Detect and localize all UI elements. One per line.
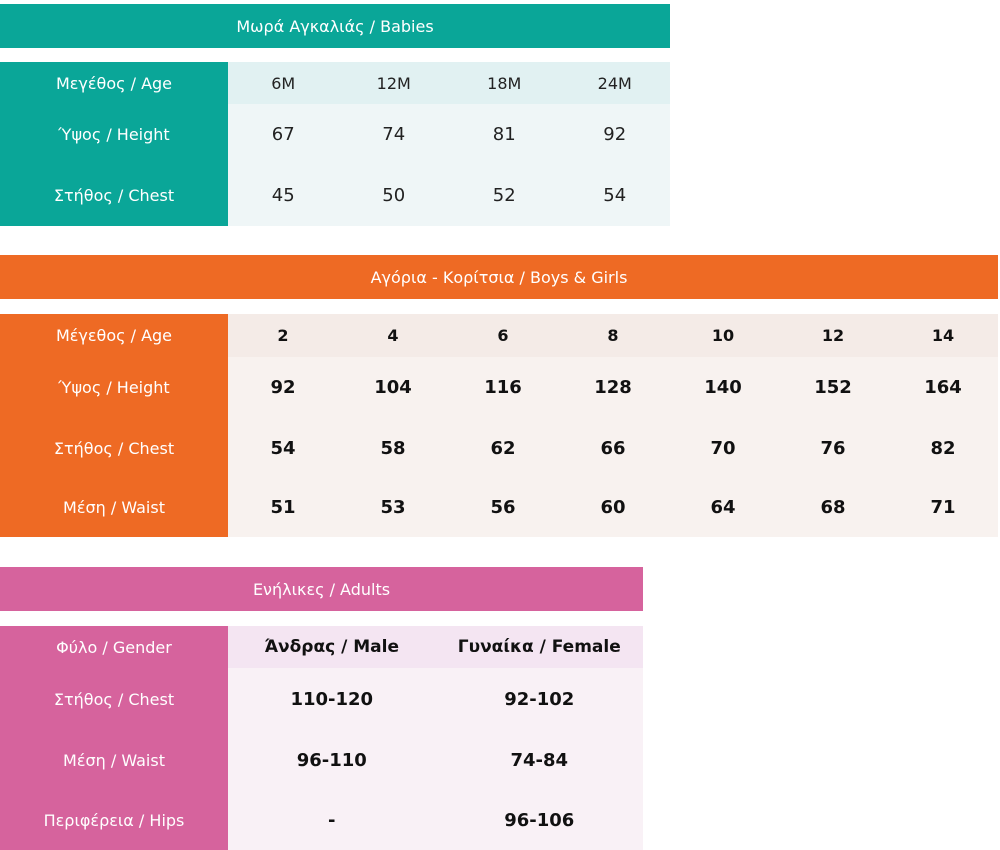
table-cell: 53	[338, 478, 448, 537]
table-cell: 67	[228, 104, 339, 165]
table-row: Μέση / Waist 96-110 74-84	[0, 730, 643, 790]
column-header: 10	[668, 314, 778, 357]
table-cell: 164	[888, 357, 998, 418]
table-cell: 52	[449, 165, 560, 226]
table-cell: 92-102	[435, 668, 643, 730]
adults-title-bar: Ενήλικες / Adults	[0, 567, 643, 611]
row-label: Στήθος / Chest	[0, 668, 228, 730]
kids-size-table: Μέγεθος / Age 2 4 6 8 10 12 14 Ύψος / Height 92 10…	[0, 314, 998, 537]
adults-title: Ενήλικες / Adults	[252, 579, 391, 599]
table-cell: -	[228, 790, 436, 850]
column-header: 4	[338, 314, 448, 357]
babies-title-bar: Μωρά Αγκαλιάς / Babies	[0, 4, 670, 48]
adults-size-table: Φύλο / Gender Άνδρας / Male Γυναίκα / Fema…	[0, 626, 643, 850]
table-cell: 116	[448, 357, 558, 418]
table-row: Στήθος / Chest 54 58 62 66 70 76 82	[0, 418, 998, 478]
table-cell: 140	[668, 357, 778, 418]
table-cell: 152	[778, 357, 888, 418]
row-label: Ύψος / Height	[0, 357, 228, 418]
table-cell: 68	[778, 478, 888, 537]
table-cell: 76	[778, 418, 888, 478]
table-cell: 58	[338, 418, 448, 478]
table-cell: 74	[338, 104, 449, 165]
row-label: Περιφέρεια / Hips	[0, 790, 228, 850]
row-label: Μεγέθος / Age	[0, 62, 228, 104]
column-header: 24M	[559, 62, 670, 104]
table-cell: 96-110	[228, 730, 436, 790]
column-header: 14	[888, 314, 998, 357]
table-cell: 110-120	[228, 668, 436, 730]
row-label: Στήθος / Chest	[0, 418, 228, 478]
column-header: 12M	[338, 62, 449, 104]
column-header: 6	[448, 314, 558, 357]
kids-title-bar: Αγόρια - Κορίτσια / Boys & Girls	[0, 255, 998, 299]
table-row: Μέση / Waist 51 53 56 60 64 68 71	[0, 478, 998, 537]
table-cell: 64	[668, 478, 778, 537]
row-label: Στήθος / Chest	[0, 165, 228, 226]
table-cell: 54	[559, 165, 670, 226]
table-row: Στήθος / Chest 110-120 92-102	[0, 668, 643, 730]
table-cell: 104	[338, 357, 448, 418]
table-cell: 70	[668, 418, 778, 478]
table-row: Ύψος / Height 92 104 116 128 140 152 164	[0, 357, 998, 418]
row-label: Μέση / Waist	[0, 730, 228, 790]
table-cell: 82	[888, 418, 998, 478]
column-header: 18M	[449, 62, 560, 104]
row-label: Μέση / Waist	[0, 478, 228, 537]
header-row: Μεγέθος / Age 6M 12M 18M 24M	[0, 62, 670, 104]
table-cell: 56	[448, 478, 558, 537]
row-label: Ύψος / Height	[0, 104, 228, 165]
table-cell: 92	[228, 357, 338, 418]
table-cell: 51	[228, 478, 338, 537]
babies-title: Μωρά Αγκαλιάς / Babies	[236, 16, 434, 36]
table-cell: 92	[559, 104, 670, 165]
table-row: Στήθος / Chest 45 50 52 54	[0, 165, 670, 226]
column-header: Γυναίκα / Female	[435, 626, 643, 668]
table-cell: 74-84	[435, 730, 643, 790]
table-cell: 54	[228, 418, 338, 478]
column-header: 2	[228, 314, 338, 357]
table-cell: 66	[558, 418, 668, 478]
row-label: Φύλο / Gender	[0, 626, 228, 668]
table-row: Ύψος / Height 67 74 81 92	[0, 104, 670, 165]
table-cell: 71	[888, 478, 998, 537]
table-cell: 45	[228, 165, 339, 226]
column-header: 8	[558, 314, 668, 357]
table-cell: 128	[558, 357, 668, 418]
table-cell: 50	[338, 165, 449, 226]
table-cell: 96-106	[435, 790, 643, 850]
column-header: Άνδρας / Male	[228, 626, 436, 668]
table-cell: 60	[558, 478, 668, 537]
table-cell: 62	[448, 418, 558, 478]
column-header: 12	[778, 314, 888, 357]
table-row: Περιφέρεια / Hips -96-106	[0, 790, 643, 850]
header-row: Μέγεθος / Age 2 4 6 8 10 12 14	[0, 314, 998, 357]
babies-size-table: Μεγέθος / Age 6M 12M 18M 24M Ύψος / Height 67 7…	[0, 62, 670, 226]
row-label: Μέγεθος / Age	[0, 314, 228, 357]
column-header: 6M	[228, 62, 339, 104]
table-cell: 81	[449, 104, 560, 165]
kids-title: Αγόρια - Κορίτσια / Boys & Girls	[370, 267, 628, 287]
header-row: Φύλο / Gender Άνδρας / Male Γυναίκα / Fema…	[0, 626, 643, 668]
